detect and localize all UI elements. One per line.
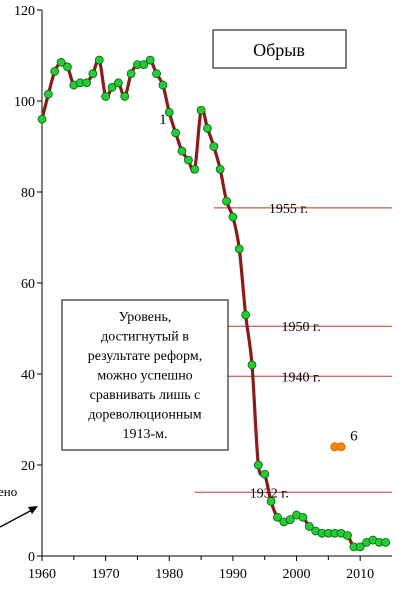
arrow-icon bbox=[0, 506, 38, 528]
note-text-line: результате реформ, bbox=[88, 349, 202, 364]
data-point bbox=[355, 542, 365, 552]
data-point bbox=[215, 164, 225, 174]
data-point bbox=[304, 522, 314, 531]
data-point bbox=[241, 310, 251, 320]
x-tick-label: 1970 bbox=[92, 567, 120, 582]
note-text-line: 1913-м. bbox=[122, 427, 167, 442]
data-point bbox=[94, 55, 104, 65]
markers-layer bbox=[37, 55, 391, 552]
data-point bbox=[273, 512, 282, 522]
data-point bbox=[177, 146, 187, 156]
data-point bbox=[266, 496, 276, 506]
title-box bbox=[212, 29, 347, 69]
note-text-line: Уровень, bbox=[119, 310, 172, 325]
data-point bbox=[228, 212, 238, 222]
data-point bbox=[101, 92, 111, 101]
note-box bbox=[61, 299, 229, 451]
note-text-line: сравнивать лишь с bbox=[90, 388, 201, 403]
y-tick-label: 80 bbox=[21, 186, 35, 201]
x-tick-label: 1990 bbox=[219, 567, 247, 582]
labels-layer: 16 bbox=[159, 112, 358, 444]
note-text-line: можно успешно bbox=[97, 369, 192, 384]
data-point bbox=[285, 515, 295, 524]
data-point-orange bbox=[336, 442, 346, 452]
data-point bbox=[381, 537, 391, 547]
x-tick-label: 1960 bbox=[28, 567, 56, 582]
chart-title: Обрыв bbox=[253, 40, 305, 60]
left-edge-text: ено bbox=[0, 484, 17, 499]
y-tick-label: 60 bbox=[21, 277, 35, 292]
annotation-label: 6 bbox=[350, 428, 358, 444]
data-point bbox=[171, 128, 181, 138]
data-point bbox=[183, 155, 193, 165]
note-text-line: достигнутый в bbox=[101, 330, 189, 345]
data-point bbox=[190, 164, 200, 174]
y-tick-label: 120 bbox=[14, 4, 35, 19]
data-point bbox=[37, 114, 47, 124]
data-point bbox=[50, 67, 60, 76]
data-point bbox=[56, 57, 66, 67]
data-point bbox=[113, 78, 123, 88]
data-point bbox=[196, 105, 206, 115]
x-tick-label: 2010 bbox=[346, 567, 374, 582]
data-point bbox=[43, 89, 53, 99]
data-point bbox=[222, 196, 231, 206]
y-tick-label: 100 bbox=[14, 95, 35, 110]
data-point bbox=[298, 512, 308, 522]
data-point bbox=[203, 123, 212, 133]
x-tick-label: 2000 bbox=[283, 567, 311, 582]
y-tick-label: 0 bbox=[28, 550, 35, 565]
note-text-line: дореволюционным bbox=[88, 408, 201, 423]
reference-lines: 1955 г.1950 г.1940 г.1932 г. bbox=[194, 202, 392, 501]
reference-line-label: 1955 г. bbox=[269, 202, 308, 217]
annotation-label: 1 bbox=[159, 112, 167, 128]
y-tick-label: 40 bbox=[21, 368, 35, 383]
data-point bbox=[82, 78, 91, 88]
data-point bbox=[139, 60, 149, 69]
data-point bbox=[164, 107, 174, 117]
data-point bbox=[63, 62, 72, 72]
data-point bbox=[88, 69, 98, 79]
data-point bbox=[152, 69, 161, 79]
data-point bbox=[343, 531, 352, 540]
data-point bbox=[120, 92, 130, 101]
data-point bbox=[247, 360, 257, 370]
reference-line-label: 1950 г. bbox=[282, 320, 321, 335]
note-text: Уровень, достигнутый в результате реформ, м… bbox=[88, 310, 202, 442]
y-tick-label: 20 bbox=[21, 459, 35, 474]
data-point bbox=[107, 82, 117, 92]
data-point bbox=[209, 142, 219, 151]
data-point bbox=[158, 80, 168, 90]
axes: 0 20 40 60 80 100 120 1960 1970 1980 1990 2000 2010 bbox=[14, 4, 392, 582]
data-point bbox=[234, 244, 244, 254]
data-point bbox=[145, 55, 155, 65]
data-point bbox=[253, 460, 263, 470]
x-tick-label: 1980 bbox=[155, 567, 183, 582]
data-point bbox=[260, 469, 270, 479]
reference-line-label: 1940 г. bbox=[282, 370, 321, 385]
data-point bbox=[126, 69, 136, 79]
